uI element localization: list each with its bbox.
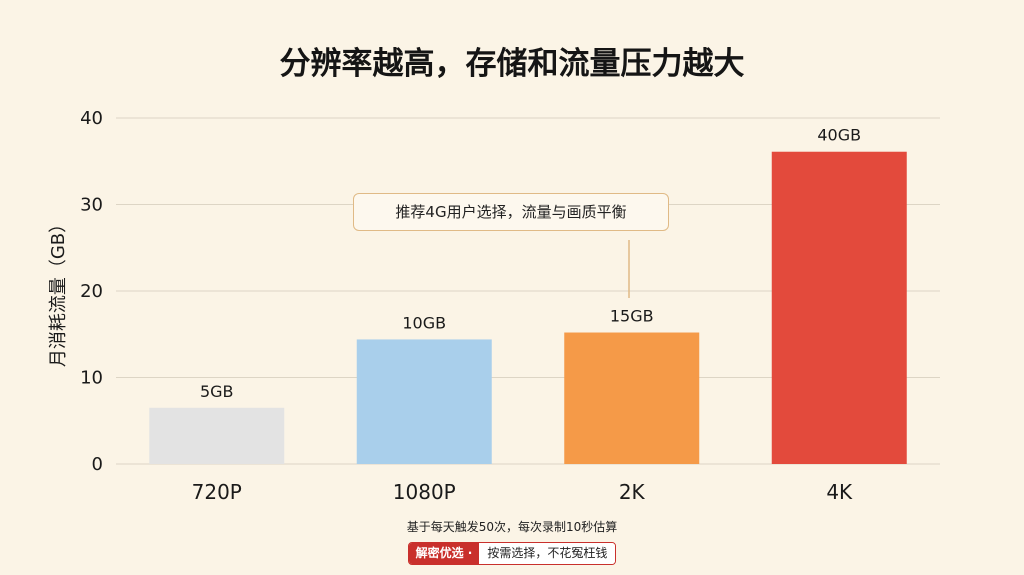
y-tick-label: 30 [80,195,103,216]
recommendation-callout: 推荐4G用户选择，流量与画质平衡 [353,193,669,231]
y-tick-label: 20 [80,281,103,302]
bars [149,151,907,465]
bar-2K [564,332,700,464]
y-axis-title: 月消耗流量（GB） [48,215,69,367]
x-axis-labels: 720P 1080P 2K 4K [192,480,853,504]
data-label: 10GB [402,313,446,332]
badge-row: 解密优选 · 按需选择，不花冤枉钱 [0,542,1024,565]
y-tick-label: 0 [92,454,103,475]
x-tick-label: 1080P [393,480,456,504]
promo-badge-tag: 解密优选 · [408,543,480,564]
promo-badge: 解密优选 · 按需选择，不花冤枉钱 [407,542,617,565]
x-tick-label: 4K [826,480,853,504]
chart-title: 分辨率越高，存储和流量压力越大 [279,46,745,82]
y-tick-label: 40 [80,108,103,129]
promo-badge-text: 按需选择，不花冤枉钱 [479,543,616,564]
data-labels: 5GB 10GB 15GB 40GB [200,126,861,401]
data-label: 15GB [610,307,654,326]
data-label: 5GB [200,382,234,401]
bar-4K [771,151,907,465]
y-axis-ticks: 0 10 20 30 40 [80,108,103,475]
bar-1080P [356,339,492,464]
x-tick-label: 2K [619,480,646,504]
data-label: 40GB [817,126,861,145]
footnote: 基于每天触发50次，每次录制10秒估算 [406,520,618,534]
bar-720P [149,407,285,464]
y-tick-label: 10 [80,368,103,389]
x-tick-label: 720P [192,480,242,504]
